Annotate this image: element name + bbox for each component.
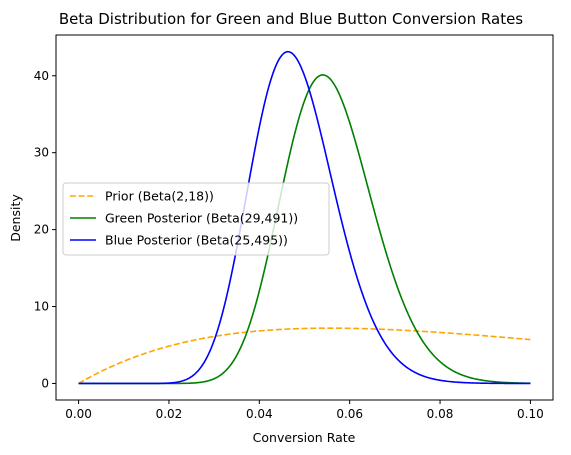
legend-entry-label: Prior (Beta(2,18)): [105, 189, 214, 204]
legend-entry-label: Blue Posterior (Beta(25,495)): [105, 233, 288, 248]
x-tick-label: 0.08: [427, 407, 454, 421]
x-tick-label: 0.10: [517, 407, 544, 421]
y-axis-ticks: 0 10 20 30 40: [34, 69, 56, 390]
y-tick-label: 20: [34, 223, 49, 237]
chart-title: Beta Distribution for Green and Blue But…: [59, 10, 523, 28]
x-tick-label: 0.02: [156, 407, 183, 421]
x-tick-label: 0.00: [65, 407, 92, 421]
series-line-0: [78, 327, 531, 385]
series-lines: [78, 50, 531, 385]
legend: Prior (Beta(2,18)) Green Posterior (Beta(…: [62, 182, 330, 256]
x-axis-ticks: 0.00 0.02 0.04 0.06 0.08 0.10: [65, 400, 544, 421]
x-tick-label: 0.04: [246, 407, 273, 421]
y-axis-label: Density: [8, 194, 23, 242]
series-line-2: [78, 50, 531, 385]
legend-entry-label: Green Posterior (Beta(29,491)): [105, 211, 298, 226]
y-tick-label: 30: [34, 146, 49, 160]
y-tick-label: 40: [34, 69, 49, 83]
y-tick-label: 0: [41, 376, 49, 390]
x-tick-label: 0.06: [336, 407, 363, 421]
legend-box: [62, 182, 330, 256]
y-tick-label: 10: [34, 300, 49, 314]
x-axis-label: Conversion Rate: [253, 430, 356, 445]
